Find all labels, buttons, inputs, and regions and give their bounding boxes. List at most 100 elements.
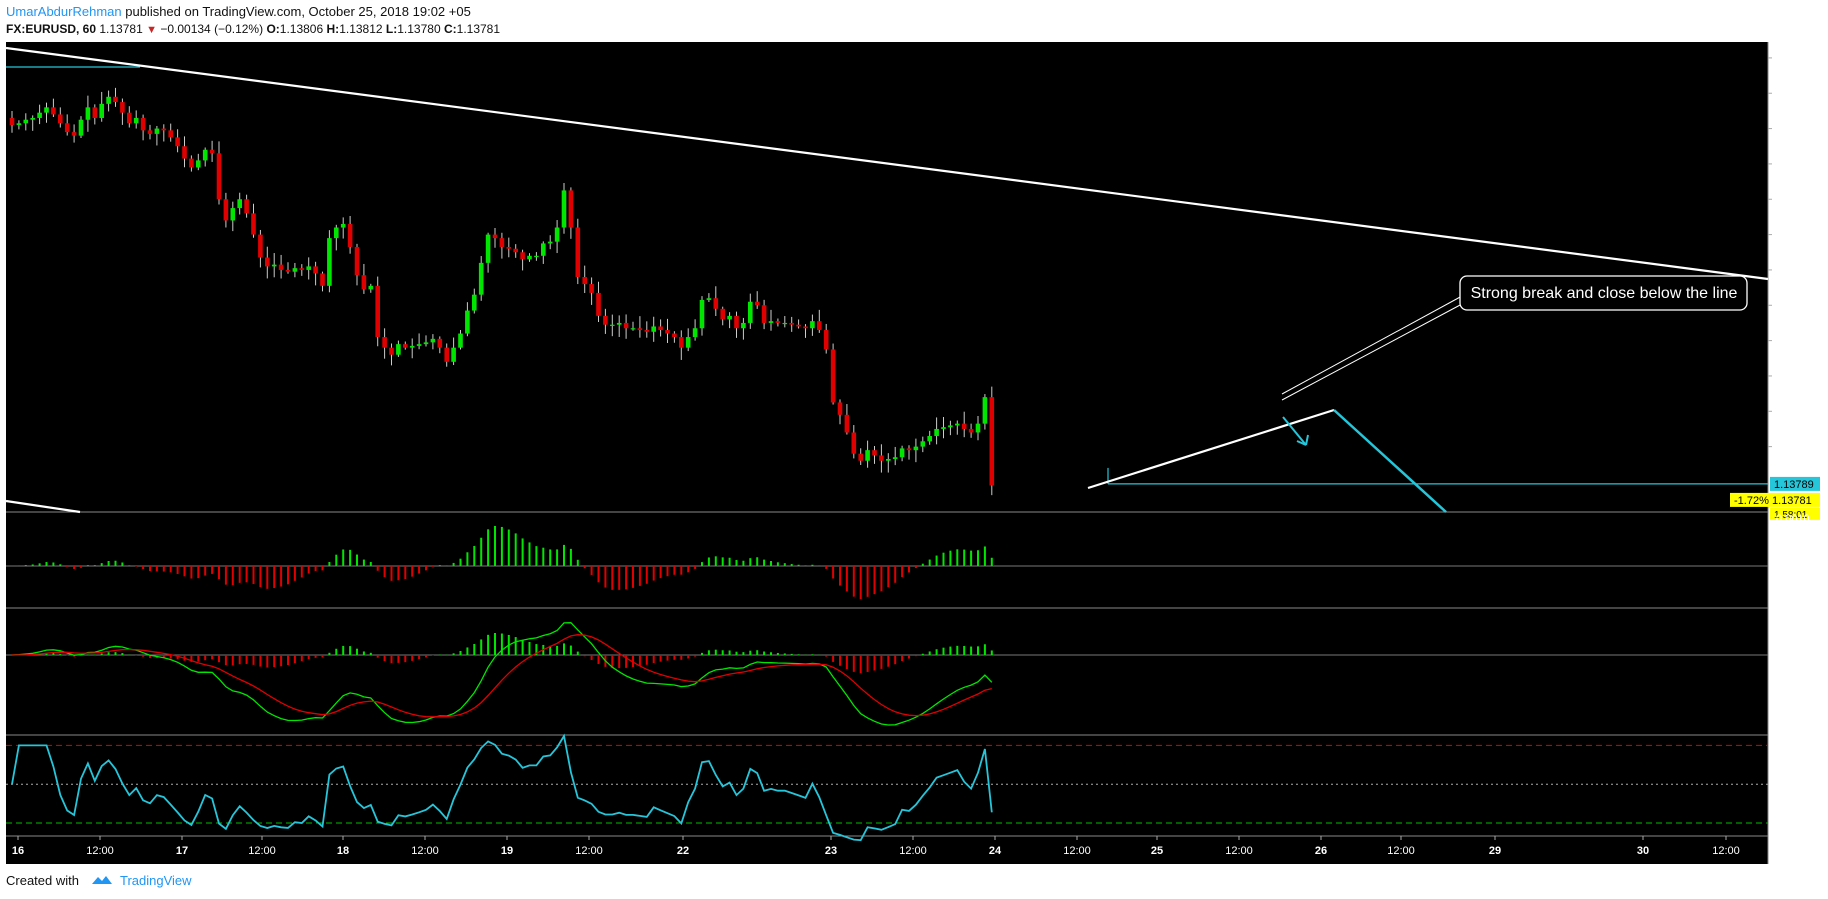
candle-body	[37, 112, 42, 118]
chart-canvas[interactable]: 1.16200 1.16000 1.15800 1.15600 1.15400 1.152…	[0, 0, 1828, 870]
candle-body	[306, 266, 311, 270]
chart-header: UmarAbdurRehman published on TradingView…	[0, 0, 1828, 42]
down-arrow-icon: ▼	[146, 24, 157, 36]
symbol-label: FX:EURUSD, 60	[6, 22, 97, 36]
countdown-tag	[1770, 507, 1820, 520]
histogram-bars	[6, 526, 1768, 600]
candle-body	[85, 107, 91, 120]
candle-body	[920, 441, 926, 447]
low-label: L:	[385, 22, 398, 36]
price-tick-label: 1.14200	[1776, 406, 1816, 418]
candle-body	[292, 268, 298, 272]
candle-body	[679, 337, 684, 348]
panel-separators	[6, 42, 1769, 864]
candle-body	[775, 321, 781, 323]
annotation-callout[interactable]: Strong break and close below the line	[1459, 275, 1748, 311]
candle-body	[789, 322, 794, 325]
candle-body	[541, 243, 546, 256]
candle-body	[409, 345, 415, 348]
macd-line	[11, 622, 993, 726]
down-arrow-shaft	[1282, 416, 1307, 446]
candle-body	[133, 117, 139, 124]
candle-body	[927, 436, 932, 442]
candle-body	[58, 114, 63, 124]
candle-body	[886, 458, 891, 461]
callout-box	[1459, 275, 1748, 311]
high-value: 1.13812	[339, 22, 383, 36]
candle-body	[127, 112, 132, 124]
candle-body	[9, 117, 15, 126]
price-axis: 1.16200 1.16000 1.15800 1.15600 1.15400 1.152…	[1730, 53, 1820, 824]
candle-body	[361, 275, 367, 290]
candle-body	[582, 277, 587, 285]
lower-channel-line	[5, 499, 81, 514]
candle-body	[16, 123, 22, 126]
candle-body	[899, 448, 905, 458]
candle-body	[754, 301, 760, 306]
time-tick-label: 12:00	[575, 845, 603, 857]
candle-body	[616, 322, 622, 325]
candle-body	[699, 299, 705, 329]
rsi-tick-label: 50.0000	[1776, 779, 1816, 791]
candle-body	[223, 199, 229, 221]
time-tick-label: 12:00	[899, 845, 927, 857]
candle-body	[154, 128, 160, 134]
time-tick-label: 26	[1315, 845, 1327, 857]
candle-body	[230, 208, 236, 221]
candle-body	[589, 284, 594, 293]
price-tick-label: 1.16200	[1776, 53, 1816, 65]
price-tick-label: 1.14800	[1776, 300, 1816, 312]
candle-body	[961, 423, 967, 429]
candle-body	[99, 103, 104, 118]
callout-text: Strong break and close below the line	[1471, 285, 1738, 302]
footer: Created with TradingView	[6, 873, 192, 888]
projection-line	[1333, 409, 1447, 513]
candle-body	[665, 330, 670, 334]
candle-body	[147, 130, 153, 134]
candle-body	[637, 328, 643, 331]
candle-body	[327, 238, 332, 286]
candle-body	[913, 446, 919, 451]
rsi-panel	[6, 733, 1768, 842]
candle-body	[389, 347, 394, 355]
candle-body	[727, 315, 732, 320]
hist-tick-label: 0.0000	[1776, 561, 1810, 573]
price-tick-label: 1.14000	[1776, 442, 1816, 454]
candle-body	[492, 234, 498, 239]
candle-body	[568, 190, 574, 228]
level-price-text: 1.13789	[1774, 479, 1814, 491]
candle-body	[982, 397, 988, 424]
candle-body	[672, 333, 677, 338]
candle-body	[299, 268, 305, 270]
candle-body	[851, 432, 857, 454]
candle-body	[113, 96, 118, 103]
tradingview-logo-icon	[91, 876, 112, 884]
candle-body	[437, 338, 443, 348]
candle-body	[651, 326, 656, 332]
macd-tick-label: 0.0000	[1776, 650, 1810, 662]
candle-body	[554, 227, 560, 242]
macd-tick-label: -0.0010	[1776, 683, 1813, 695]
time-tick-label: 12:00	[86, 845, 114, 857]
candle-body	[610, 324, 615, 326]
candle-body	[941, 427, 946, 429]
candle-body	[423, 342, 429, 345]
rsi-line	[11, 733, 993, 842]
tradingview-link[interactable]: TradingView	[120, 873, 192, 888]
descending-trendline	[5, 46, 1769, 281]
author-link[interactable]: UmarAbdurRehman	[6, 4, 122, 19]
callout-leader	[1281, 303, 1463, 401]
price-candles	[9, 87, 995, 496]
rising-trendline	[1087, 408, 1335, 490]
candle-body	[458, 333, 463, 348]
time-tick-label: 29	[1489, 845, 1501, 857]
candle-body	[713, 298, 719, 309]
price-change: −0.00134 (−0.12%)	[160, 22, 264, 36]
candle-body	[106, 96, 111, 104]
candle-body	[354, 246, 360, 276]
candle-body	[948, 425, 953, 428]
candle-body	[347, 223, 353, 247]
candle-body	[955, 423, 960, 426]
candle-body	[658, 326, 663, 331]
candle-body	[313, 266, 318, 274]
